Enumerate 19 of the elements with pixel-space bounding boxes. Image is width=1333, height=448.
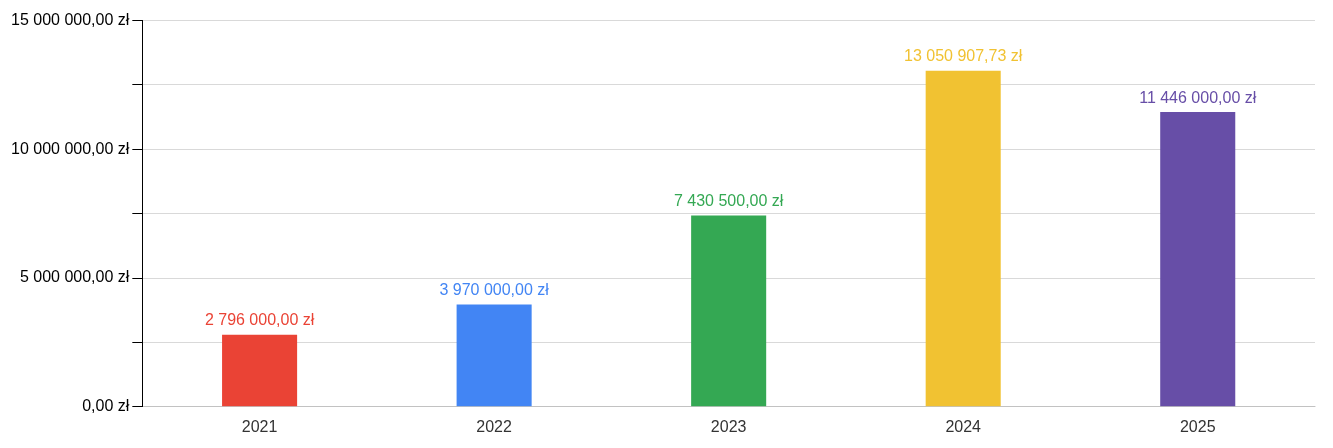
bar [925,70,1001,407]
bar [222,334,298,407]
data-label: 2 796 000,00 zł [204,311,315,329]
y-tick-label: 15 000 000,00 zł [10,11,130,29]
data-label: 11 446 000,00 zł [1139,88,1257,106]
data-label: 3 970 000,00 zł [439,280,550,298]
y-tick-label: 0,00 zł [82,397,130,415]
bar [691,215,767,407]
data-label: 7 430 500,00 zł [673,191,784,209]
x-tick-label: 2022 [476,417,513,435]
y-tick-label: 5 000 000,00 zł [19,268,130,286]
bar [456,304,532,407]
x-tick-label: 2021 [241,417,278,435]
x-tick-label: 2025 [1179,417,1216,435]
y-tick-label: 10 000 000,00 zł [10,139,130,157]
data-label: 13 050 907,73 zł [904,47,1023,65]
bar [1160,112,1236,407]
x-tick-label: 2023 [710,417,747,435]
x-tick-label: 2024 [945,417,982,435]
